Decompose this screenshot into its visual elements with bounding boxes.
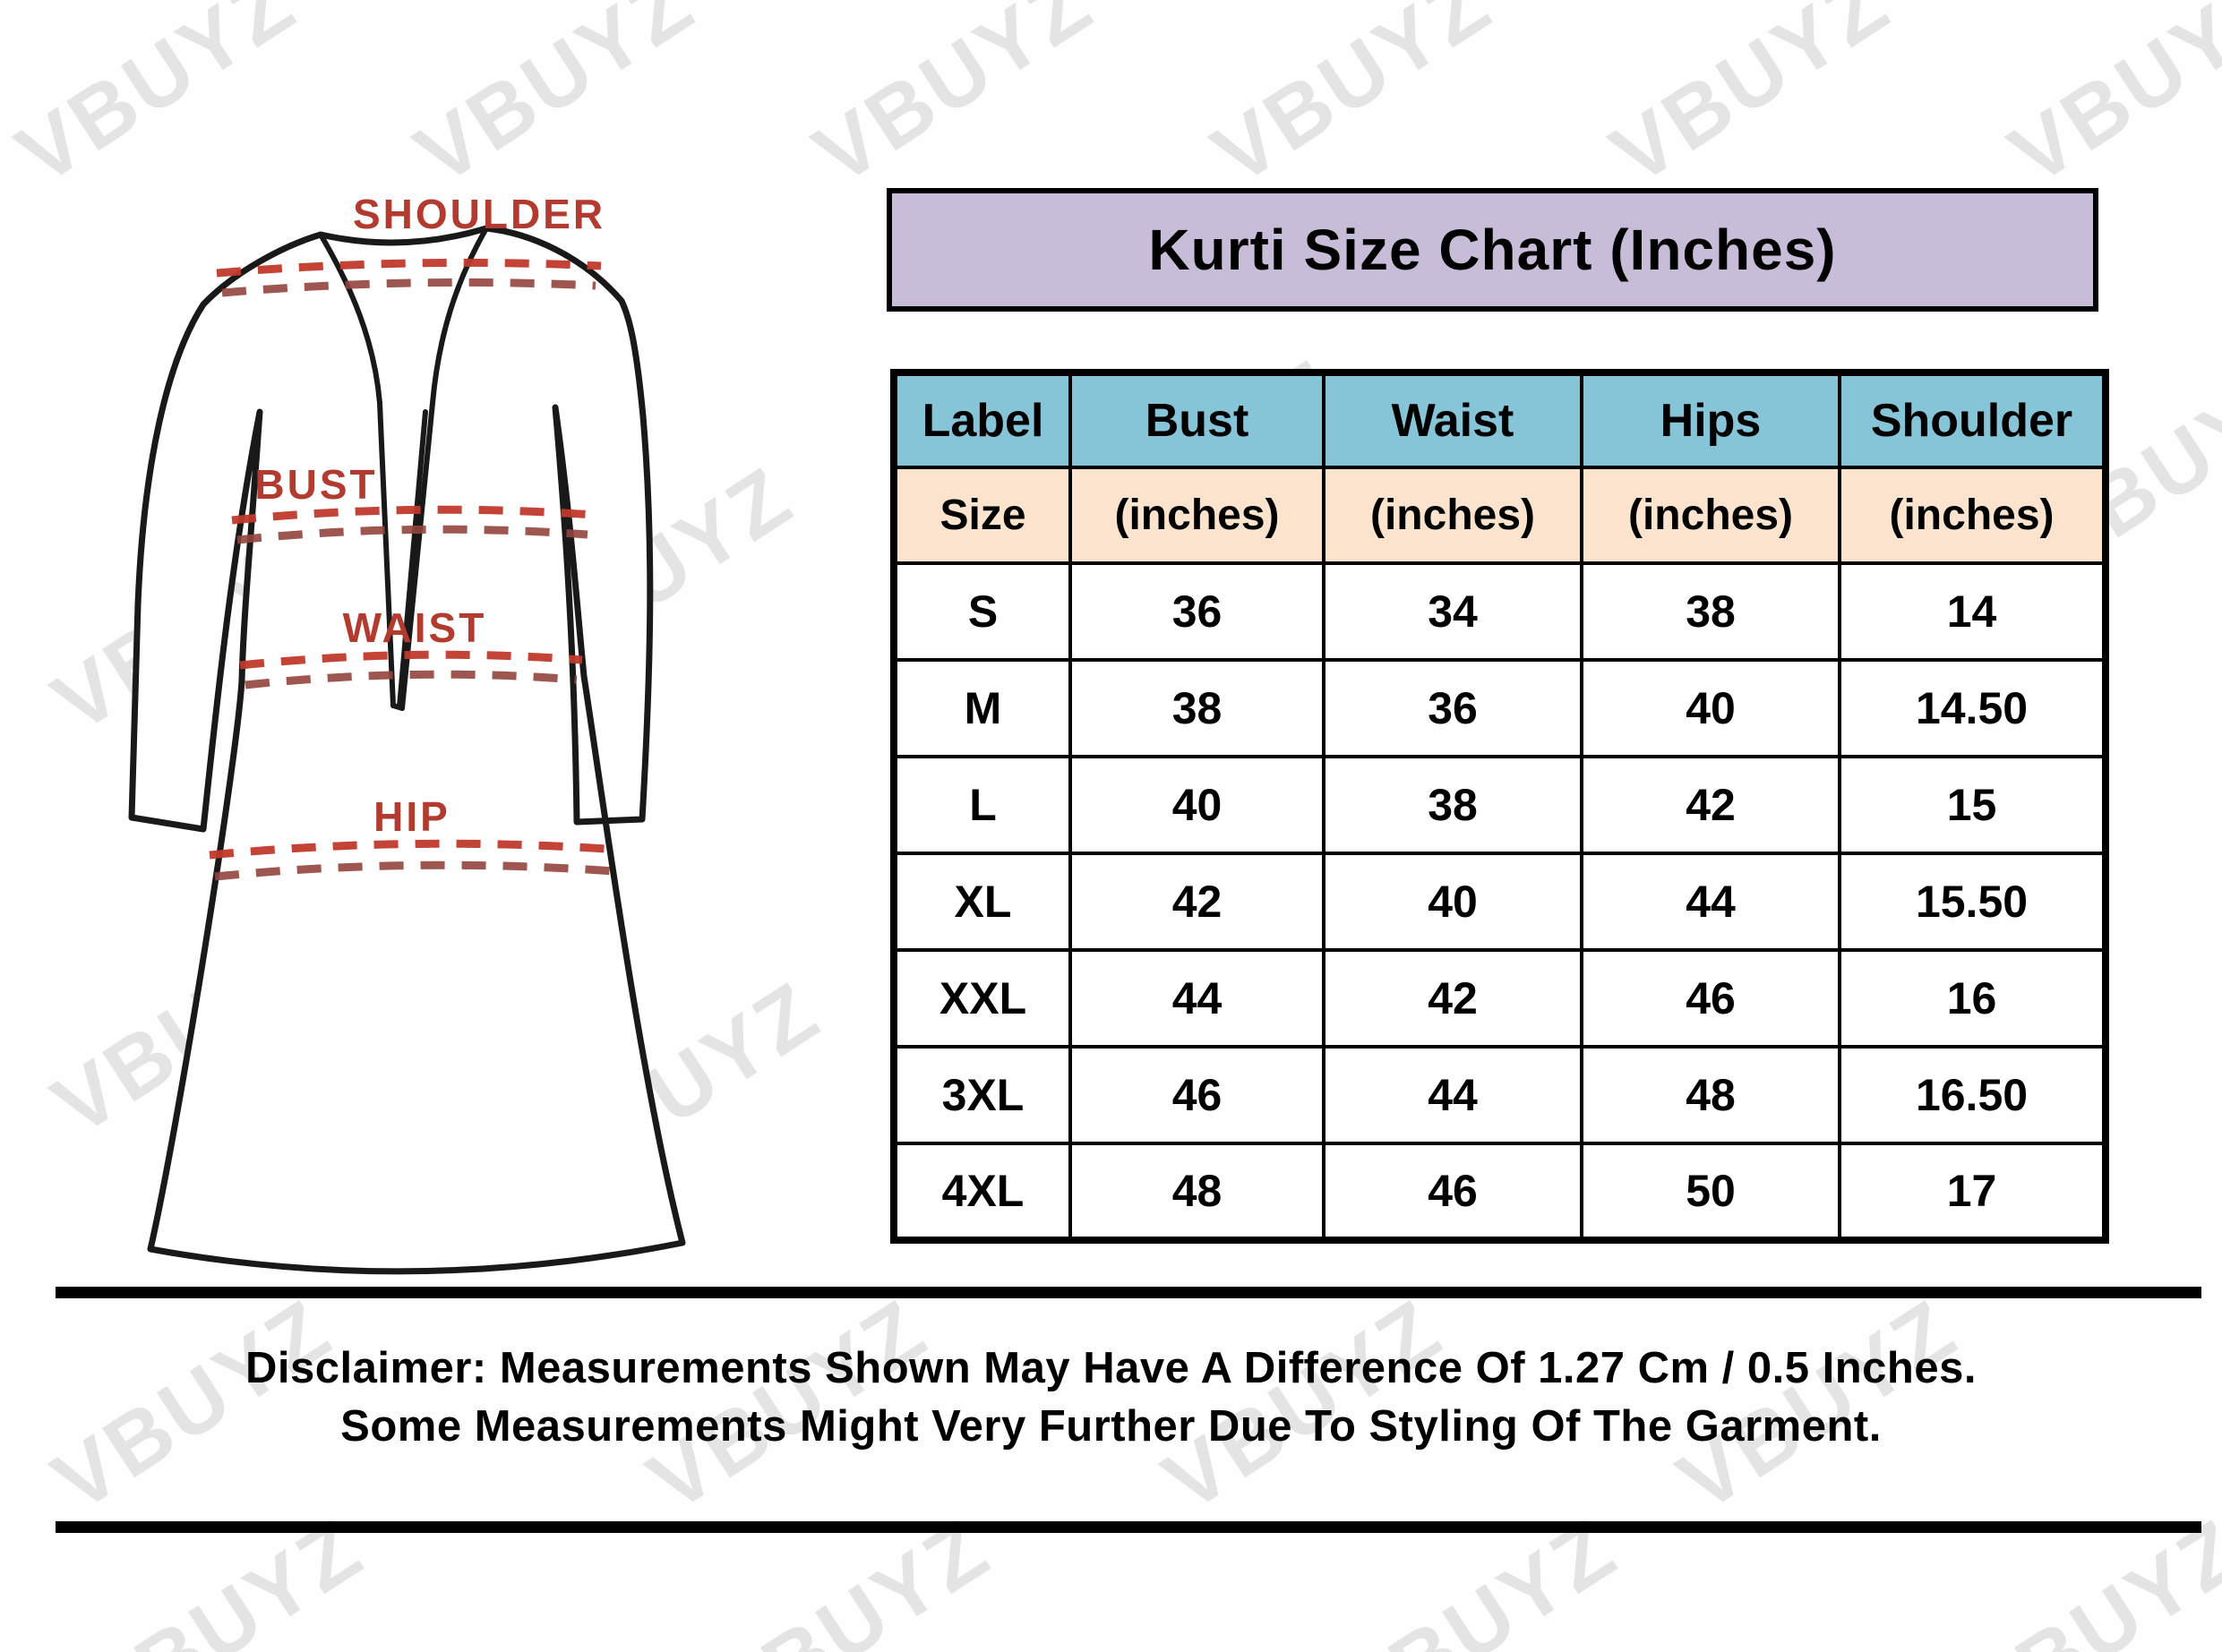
- table-cell: 48: [1580, 1045, 1841, 1145]
- table-cell: 17: [1838, 1142, 2107, 1242]
- shoulder-dash-line: [216, 258, 602, 278]
- waist-label: WAIST: [343, 604, 487, 651]
- shoulder-dash-line-2: [221, 278, 596, 297]
- col-header-hips: Hips: [1580, 371, 1841, 469]
- bust-dash-line: [231, 505, 594, 525]
- table-cell: 16.50: [1838, 1045, 2107, 1145]
- table-row: XXL 44 42 46 16: [892, 948, 2107, 1049]
- disclaimer-line-1: Disclaimer: Measurements Shown May Have …: [245, 1344, 1977, 1392]
- subheader-inches-4: (inches): [1838, 466, 2107, 565]
- table-row: 4XL 48 46 50 17: [892, 1142, 2107, 1242]
- neck-slit-inner: [390, 409, 428, 711]
- kurti-measurement-diagram: SHOULDER BUST WAIST HIP: [128, 191, 686, 1275]
- divider-rule-bottom: [56, 1521, 2201, 1533]
- table-cell: 34: [1322, 561, 1583, 662]
- hip-dash-line: [209, 839, 621, 860]
- page-title: Kurti Size Chart (Inches): [1148, 218, 1837, 282]
- hip-dash-line-2: [214, 860, 615, 881]
- vbuyz-watermark: VBUYZ: [1594, 0, 1907, 203]
- table-cell: XL: [892, 852, 1072, 952]
- table-row: S 36 34 38 14: [892, 561, 2107, 662]
- table-cell: 44: [1580, 852, 1841, 952]
- hip-label: HIP: [373, 793, 450, 840]
- table-row: 3XL 46 44 48 16.50: [892, 1045, 2107, 1145]
- table-cell: 3XL: [892, 1045, 1072, 1145]
- subheader-size: Size: [892, 466, 1072, 565]
- bust-dash-line-2: [236, 525, 588, 544]
- table-row: L 40 38 42 15: [892, 755, 2107, 855]
- table-cell: XXL: [892, 948, 1072, 1049]
- kurti-outline: [128, 225, 686, 1275]
- disclaimer: Disclaimer: Measurements Shown May Have …: [0, 1340, 2222, 1456]
- col-header-bust: Bust: [1068, 371, 1325, 469]
- bust-label: BUST: [254, 461, 377, 508]
- size-table: Label Bust Waist Hips Shoulder Size (inc…: [890, 369, 2109, 1244]
- title-banner: Kurti Size Chart (Inches): [887, 188, 2098, 312]
- neck-slit-left: [318, 232, 396, 708]
- vbuyz-watermark: VBUYZ: [399, 0, 711, 203]
- table-cell: 15: [1838, 755, 2107, 855]
- table-cell: 40: [1068, 755, 1325, 855]
- table-cell: 38: [1580, 561, 1841, 662]
- table-cell: 38: [1322, 755, 1583, 855]
- table-cell: 42: [1322, 948, 1583, 1049]
- table-cell: 44: [1068, 948, 1325, 1049]
- table-cell: 36: [1322, 658, 1583, 758]
- table-cell: S: [892, 561, 1072, 662]
- neck-slit-right: [399, 226, 489, 711]
- table-cell: 36: [1068, 561, 1325, 662]
- table-cell: 46: [1068, 1045, 1325, 1145]
- table-cell: 48: [1068, 1142, 1325, 1242]
- vbuyz-watermark: VBUYZ: [1196, 0, 1508, 203]
- table-cell: 38: [1068, 658, 1325, 758]
- col-header-waist: Waist: [1322, 371, 1583, 469]
- table-subheader-row: Size (inches) (inches) (inches) (inches): [892, 466, 2107, 565]
- table-header-row: Label Bust Waist Hips Shoulder: [892, 371, 2107, 469]
- size-table-body: S 36 34 38 14 M 38 36 40 14.50 L 40 38 42 15 XL 42 40 44 15…: [892, 561, 2107, 1242]
- table-cell: 40: [1580, 658, 1841, 758]
- waist-dash-line: [239, 650, 583, 670]
- table-cell: L: [892, 755, 1072, 855]
- subheader-inches-2: (inches): [1322, 466, 1583, 565]
- disclaimer-line-2: Some Measurements Might Very Further Due…: [340, 1402, 1882, 1451]
- divider-rule-top: [56, 1287, 2201, 1298]
- subheader-inches-1: (inches): [1068, 466, 1325, 565]
- table-cell: 14: [1838, 561, 2107, 662]
- table-cell: 14.50: [1838, 658, 2107, 758]
- table-cell: 42: [1580, 755, 1841, 855]
- table-cell: 40: [1322, 852, 1583, 952]
- vbuyz-watermark: VBUYZ: [0, 0, 313, 203]
- table-cell: 15.50: [1838, 852, 2107, 952]
- waist-dash-line-2: [245, 670, 578, 689]
- table-row: M 38 36 40 14.50: [892, 658, 2107, 758]
- shoulder-label: SHOULDER: [353, 191, 605, 237]
- col-header-shoulder: Shoulder: [1838, 371, 2107, 469]
- table-cell: 42: [1068, 852, 1325, 952]
- col-header-label: Label: [892, 371, 1072, 469]
- table-cell: 16: [1838, 948, 2107, 1049]
- vbuyz-watermark: VBUYZ: [797, 0, 1110, 203]
- table-cell: M: [892, 658, 1072, 758]
- vbuyz-watermark: VBUYZ: [1993, 0, 2222, 203]
- table-cell: 46: [1322, 1142, 1583, 1242]
- subheader-inches-3: (inches): [1580, 466, 1841, 565]
- table-row: XL 42 40 44 15.50: [892, 852, 2107, 952]
- table-cell: 50: [1580, 1142, 1841, 1242]
- table-cell: 46: [1580, 948, 1841, 1049]
- table-cell: 4XL: [892, 1142, 1072, 1242]
- table-cell: 44: [1322, 1045, 1583, 1145]
